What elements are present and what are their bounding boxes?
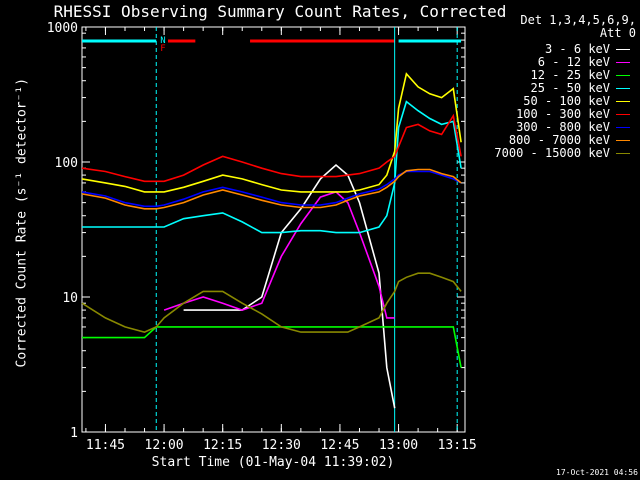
legend-header-line2: Att 0 [599,26,636,40]
legend-label: 12 - 25 keV [530,68,610,82]
flag-label: F [160,44,165,54]
legend-entry: 50 - 100 keV [523,94,630,108]
legend-label: 25 - 50 keV [530,81,610,95]
legend-entry: 800 - 7000 keV [509,133,630,147]
legend-entry: 300 - 800 keV [516,120,630,134]
legend-entry: 12 - 25 keV [531,68,630,82]
x-tick-label: 12:45 [320,438,359,453]
legend-entry: 3 - 6 keV [545,42,630,56]
x-axis-label: Start Time (01-May-04 11:39:02) [151,455,395,470]
legend-entry: 6 - 12 keV [538,55,630,69]
x-tick-label: 11:45 [86,438,125,453]
series-line-2 [82,326,462,368]
legend-swatch [616,153,630,154]
legend-label: 100 - 300 keV [516,107,610,121]
series-line-0 [183,163,396,409]
series-line-3 [82,100,462,234]
legend-entry: 25 - 50 keV [531,81,630,95]
legend-label: 50 - 100 keV [523,94,610,108]
y-tick-label: 10 [62,291,78,306]
series-line-8 [81,272,462,333]
x-tick-label: 12:30 [262,438,301,453]
x-tick-label: 12:15 [203,438,242,453]
x-tick-label: 12:00 [145,438,184,453]
x-tick-label: 13:15 [438,438,477,453]
y-tick-label: 100 [55,156,78,171]
x-tick-label: 13:00 [379,438,418,453]
legend-swatch [616,75,630,76]
series-line-7 [81,168,462,210]
legend-swatch [616,140,630,141]
footer-date: 17-Oct-2021 04:56 [556,468,638,477]
legend-header: Det 1,3,4,5,6,9, Att 0 [520,14,636,40]
flag-label: N [160,36,165,46]
legend-label: 800 - 7000 keV [508,133,610,147]
legend-swatch [616,62,630,63]
legend-swatch [616,88,630,89]
y-tick-label: 1 [70,426,78,441]
chart-title: RHESSI Observing Summary Count Rates, Co… [53,2,507,21]
legend-swatch [616,101,630,102]
legend-label: 3 - 6 keV [544,42,610,56]
legend-label: 7000 - 15000 keV [494,146,610,160]
legend-swatch [616,127,630,128]
legend-entry: 100 - 300 keV [516,107,630,121]
y-tick-label: 1000 [47,21,78,36]
series-line-4 [81,72,462,193]
series-line-6 [81,170,462,208]
legend-swatch [616,49,630,50]
series-line-5 [81,113,462,183]
legend-label: 6 - 12 keV [537,55,610,69]
legend-header-line1: Det 1,3,4,5,6,9, [520,13,636,27]
plot-frame [81,26,466,433]
legend-label: 300 - 800 keV [516,120,610,134]
legend-swatch [616,114,630,115]
series-line-1 [163,190,395,319]
legend-entry: 7000 - 15000 keV [494,146,630,160]
